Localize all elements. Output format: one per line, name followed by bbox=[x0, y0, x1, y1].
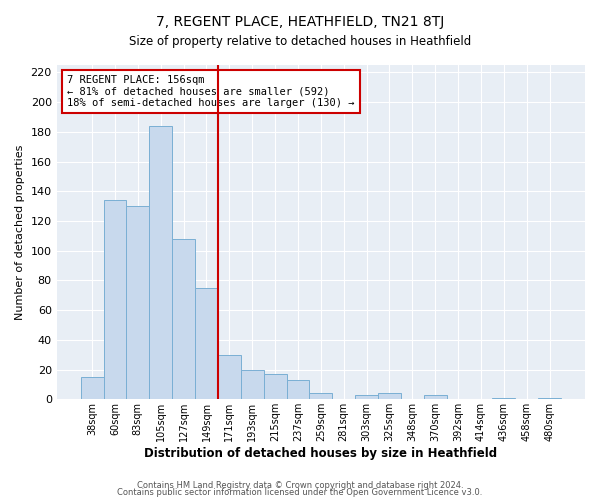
Bar bbox=[218, 354, 241, 400]
Bar bbox=[263, 374, 287, 400]
Text: Contains public sector information licensed under the Open Government Licence v3: Contains public sector information licen… bbox=[118, 488, 482, 497]
Bar bbox=[149, 126, 172, 400]
Bar bbox=[195, 288, 218, 400]
Text: Size of property relative to detached houses in Heathfield: Size of property relative to detached ho… bbox=[129, 35, 471, 48]
X-axis label: Distribution of detached houses by size in Heathfield: Distribution of detached houses by size … bbox=[144, 447, 497, 460]
Bar bbox=[355, 395, 378, 400]
Bar bbox=[80, 377, 104, 400]
Text: 7 REGENT PLACE: 156sqm
← 81% of detached houses are smaller (592)
18% of semi-de: 7 REGENT PLACE: 156sqm ← 81% of detached… bbox=[67, 75, 355, 108]
Bar bbox=[127, 206, 149, 400]
Text: Contains HM Land Registry data © Crown copyright and database right 2024.: Contains HM Land Registry data © Crown c… bbox=[137, 480, 463, 490]
Bar bbox=[378, 394, 401, 400]
Bar bbox=[310, 394, 332, 400]
Bar bbox=[287, 380, 310, 400]
Bar bbox=[104, 200, 127, 400]
Bar bbox=[538, 398, 561, 400]
Text: 7, REGENT PLACE, HEATHFIELD, TN21 8TJ: 7, REGENT PLACE, HEATHFIELD, TN21 8TJ bbox=[156, 15, 444, 29]
Y-axis label: Number of detached properties: Number of detached properties bbox=[15, 144, 25, 320]
Bar bbox=[241, 370, 263, 400]
Bar bbox=[424, 395, 446, 400]
Bar bbox=[493, 398, 515, 400]
Bar bbox=[172, 239, 195, 400]
